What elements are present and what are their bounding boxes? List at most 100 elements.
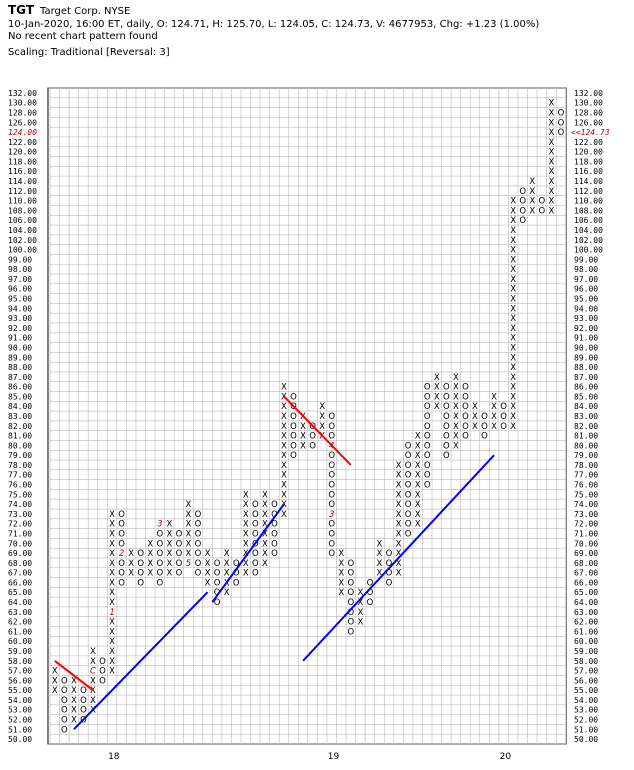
- x-box: X: [338, 588, 344, 598]
- o-box: O: [558, 128, 565, 138]
- o-box: O: [61, 716, 68, 726]
- y-tick-label-right: 106.00: [574, 216, 603, 225]
- x-box: X: [319, 402, 325, 412]
- y-tick-label-right: 81.00: [574, 432, 598, 441]
- o-box: O: [99, 676, 106, 686]
- o-box: O: [61, 706, 68, 716]
- o-box: O: [443, 383, 450, 393]
- x-box: X: [300, 432, 306, 442]
- o-box: O: [328, 520, 335, 530]
- o-box: O: [328, 451, 335, 461]
- y-tick-label-left: 59.00: [8, 647, 32, 656]
- o-box: O: [271, 529, 278, 539]
- x-box: X: [396, 490, 402, 500]
- trendline: [283, 395, 352, 466]
- x-box: X: [377, 539, 383, 549]
- o-box: O: [290, 412, 297, 422]
- x-box: X: [262, 520, 268, 530]
- x-box: X: [453, 373, 459, 383]
- y-tick-label-right: 118.00: [574, 157, 603, 166]
- x-box: X: [510, 206, 516, 216]
- o-box: O: [328, 412, 335, 422]
- month-marker: 2: [119, 549, 124, 559]
- x-box: X: [357, 598, 363, 608]
- y-tick-label-right: 70.00: [574, 539, 598, 548]
- o-box: O: [328, 481, 335, 491]
- x-box: X: [224, 559, 230, 569]
- x-box: X: [109, 647, 115, 657]
- o-box: O: [271, 500, 278, 510]
- o-box: O: [80, 686, 87, 696]
- o-box: O: [290, 441, 297, 451]
- x-box: X: [434, 392, 440, 402]
- x-box: X: [109, 549, 115, 559]
- y-tick-label-left: 72.00: [8, 520, 32, 529]
- y-tick-label-left: 70.00: [8, 539, 32, 548]
- pnf-column: OO: [538, 197, 545, 217]
- x-box: X: [510, 314, 516, 324]
- y-tick-label-left: 124.00: [8, 128, 37, 137]
- x-box: X: [396, 510, 402, 520]
- y-tick-label-left: 108.00: [8, 206, 37, 215]
- x-box: X: [510, 383, 516, 393]
- x-box: X: [510, 402, 516, 412]
- y-tick-label-right: 69.00: [574, 549, 598, 558]
- x-box: X: [510, 255, 516, 265]
- o-box: O: [347, 618, 354, 628]
- y-tick-label-right: 110.00: [574, 197, 603, 206]
- o-box: O: [347, 627, 354, 637]
- y-tick-label-right: 68.00: [574, 559, 598, 568]
- o-box: O: [156, 569, 163, 579]
- o-box: O: [99, 667, 106, 677]
- o-box: O: [347, 598, 354, 608]
- x-box: X: [453, 422, 459, 432]
- y-tick-label-right: 85.00: [574, 392, 598, 401]
- y-tick-label-left: 82.00: [8, 422, 32, 431]
- o-box: O: [252, 529, 259, 539]
- x-box: X: [548, 167, 554, 177]
- y-tick-label-left: 86.00: [8, 383, 32, 392]
- x-box: X: [338, 559, 344, 569]
- x-box: X: [472, 402, 478, 412]
- y-tick-label-left: 116.00: [8, 167, 37, 176]
- y-tick-label-right: 65.00: [574, 588, 598, 597]
- o-box: O: [271, 539, 278, 549]
- o-box: O: [214, 588, 221, 598]
- pnf-column: XXX: [52, 667, 58, 697]
- o-box: O: [328, 490, 335, 500]
- o-box: O: [137, 559, 144, 569]
- y-tick-label-right: 66.00: [574, 578, 598, 587]
- x-box: X: [548, 197, 554, 207]
- y-tick-label-left: 57.00: [8, 667, 32, 676]
- x-box: X: [548, 148, 554, 158]
- x-box: X: [548, 128, 554, 138]
- y-tick-label-left: 87.00: [8, 373, 32, 382]
- o-box: O: [386, 569, 393, 579]
- x-axis-labels: 18 19 20: [108, 752, 511, 762]
- o-box: O: [137, 569, 144, 579]
- o-box: O: [462, 402, 469, 412]
- y-tick-label-left: 112.00: [8, 187, 37, 196]
- y-tick-label-right: 54.00: [574, 696, 598, 705]
- x-box: X: [510, 246, 516, 256]
- y-tick-label-left: 88.00: [8, 363, 32, 372]
- x-box: X: [281, 510, 287, 520]
- o-box: O: [424, 451, 431, 461]
- last-price-bg: [568, 127, 630, 137]
- y-tick-label-right: 87.00: [574, 373, 598, 382]
- o-box: O: [538, 197, 545, 207]
- x-box: X: [262, 559, 268, 569]
- x-box: X: [224, 588, 230, 598]
- o-box: O: [156, 578, 163, 588]
- o-box: O: [252, 510, 259, 520]
- x-box: X: [510, 216, 516, 226]
- trendline: [54, 659, 94, 691]
- y-tick-label-right: 72.00: [574, 520, 598, 529]
- y-tick-label-left: 66.00: [8, 578, 32, 587]
- y-tick-label-right: 51.00: [574, 725, 598, 734]
- o-box: O: [443, 451, 450, 461]
- o-box: O: [80, 696, 87, 706]
- x-tick-label: 20: [500, 752, 512, 762]
